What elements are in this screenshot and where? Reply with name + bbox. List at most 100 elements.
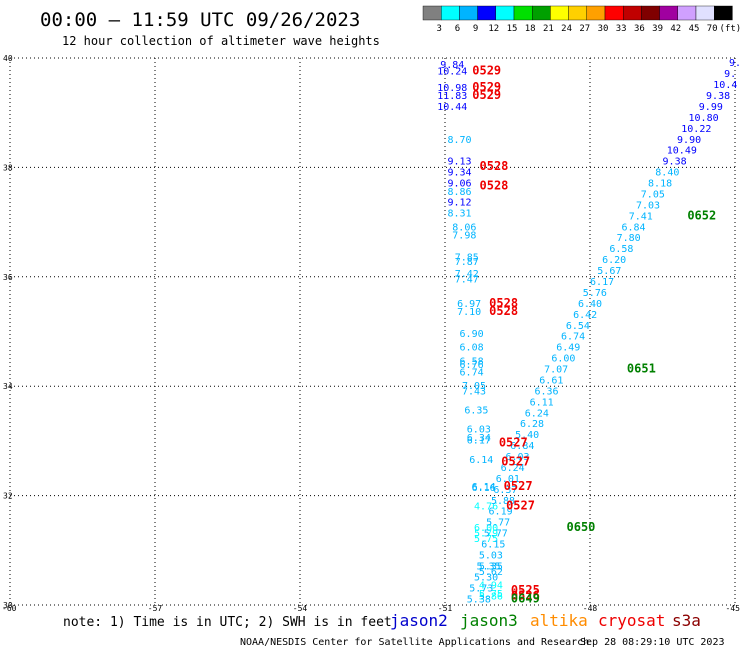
wave-height-label: 5.67 bbox=[597, 266, 621, 277]
satellite-legend: jason2 jason3 altika cryosat s3a bbox=[390, 611, 701, 630]
colorbar-label: (ft) bbox=[720, 24, 740, 34]
colorbar-swatch bbox=[641, 5, 660, 21]
wave-height-label: 9.38 bbox=[663, 157, 687, 168]
colorbar-swatch bbox=[532, 5, 551, 21]
wave-height-label: 10.22 bbox=[681, 124, 711, 135]
colorbar-label: 6 bbox=[455, 24, 460, 34]
wave-height-label: 5.76 bbox=[583, 288, 607, 299]
pass-time-label: 0651 bbox=[627, 362, 656, 376]
wave-height-label: 6.17 bbox=[590, 277, 614, 288]
wave-height-label: 6.35 bbox=[464, 406, 488, 417]
wave-height-label: 8.31 bbox=[447, 209, 471, 220]
wave-height-label: 6.36 bbox=[534, 386, 558, 397]
y-tick-label: 30 bbox=[3, 601, 13, 610]
wave-height-label: 6.15 bbox=[481, 540, 505, 551]
wave-height-label: 6.14 bbox=[472, 482, 496, 493]
wave-height-label: 9.84 bbox=[440, 60, 464, 71]
pass-time-label: 0529 bbox=[472, 80, 501, 94]
wave-height-label: 6.28 bbox=[520, 419, 544, 430]
wave-height-label: 7.87 bbox=[455, 257, 479, 268]
colorbar-swatch bbox=[677, 5, 697, 21]
wave-height-label: 7.85 bbox=[455, 252, 479, 263]
wave-height-label: 9.99 bbox=[699, 102, 723, 113]
wave-height-label: 9.13 bbox=[447, 157, 471, 168]
wave-height-label: 9.38 bbox=[706, 91, 730, 102]
footer-credit: NOAA/NESDIS Center for Satellite Applica… bbox=[240, 637, 589, 648]
wave-height-label: 9. bbox=[729, 58, 740, 69]
pass-time-label: 0649 bbox=[511, 591, 540, 605]
wave-height-label: 6.17 bbox=[467, 436, 491, 447]
wave-height-label: 6.00 bbox=[551, 354, 575, 365]
wave-height-label: 6.03 bbox=[505, 452, 529, 463]
pass-time-labels: 0529052905290528052805280528052705270527… bbox=[472, 63, 716, 605]
wave-height-label: 6.20 bbox=[602, 255, 626, 266]
wave-height-label: 7.80 bbox=[617, 233, 641, 244]
wave-height-label: 7.05 bbox=[462, 381, 486, 392]
wave-height-label: 9.12 bbox=[447, 198, 471, 209]
pass-time-label: 0528 bbox=[480, 178, 509, 192]
wave-height-label: 6.97 bbox=[457, 299, 481, 310]
colorbar-swatch bbox=[623, 5, 642, 21]
wave-height-label: 5.77 bbox=[486, 518, 510, 529]
colorbar-label: 70 bbox=[707, 24, 718, 34]
colorbar-label: 3 bbox=[436, 24, 441, 34]
x-tick-label: -60 bbox=[2, 604, 17, 613]
wave-height-label: 8.70 bbox=[447, 135, 471, 146]
colorbar-swatch bbox=[441, 5, 460, 21]
wave-height-label: 10.24 bbox=[437, 66, 467, 77]
wave-height-label: 8.40 bbox=[655, 168, 679, 179]
pass-time-label: 0527 bbox=[504, 479, 533, 493]
colorbar-swatch bbox=[550, 5, 569, 21]
wave-height-label: 6.49 bbox=[556, 343, 580, 354]
wave-height-label: 6.74 bbox=[561, 332, 585, 343]
chart-subtitle: 12 hour collection of altimeter wave hei… bbox=[62, 34, 380, 48]
grid bbox=[9, 57, 736, 606]
pass-time-label: 0529 bbox=[472, 88, 501, 102]
wave-height-label: 5.62 bbox=[479, 567, 503, 578]
wave-height-label: 8.18 bbox=[648, 179, 672, 190]
pass-time-label: 0527 bbox=[499, 435, 528, 449]
y-tick-label: 40 bbox=[3, 54, 13, 63]
wave-height-label: 6.00 bbox=[474, 523, 498, 534]
wave-height-label: 6.19 bbox=[489, 507, 513, 518]
footer-timestamp: Sep 28 08:29:10 UTC 2023 bbox=[580, 637, 725, 648]
wave-height-label: 5.77 bbox=[484, 529, 508, 540]
wave-height-label: 6.03 bbox=[467, 425, 491, 436]
pass-time-label: 0529 bbox=[472, 63, 501, 77]
pass-time-label: 0528 bbox=[489, 296, 518, 310]
wave-height-label: 10.4 bbox=[713, 80, 737, 91]
wave-height-label: 6.37 bbox=[493, 485, 517, 496]
colorbar-swatch bbox=[695, 5, 715, 21]
wave-height-label: 6.58 bbox=[460, 356, 484, 367]
colorbar-swatch bbox=[659, 5, 678, 21]
wave-height-label: 4.94 bbox=[479, 581, 503, 592]
wave-height-label: 6.58 bbox=[609, 244, 633, 255]
wave-height-label: 7.42 bbox=[455, 269, 479, 280]
x-tick-label: -45 bbox=[726, 604, 740, 613]
wave-height-label: 4.76 bbox=[474, 501, 498, 512]
wave-height-label: 6.14 bbox=[469, 455, 493, 466]
colorbar-label: 24 bbox=[561, 24, 572, 34]
colorbar-label: 33 bbox=[616, 24, 627, 34]
pass-time-label: 0652 bbox=[687, 208, 716, 222]
wave-height-label: 10.49 bbox=[667, 146, 697, 157]
y-tick-label: 38 bbox=[3, 163, 13, 172]
colorbar-swatch bbox=[513, 5, 533, 21]
satellite-name: cryosat bbox=[598, 611, 665, 630]
colorbar-label: 18 bbox=[525, 24, 536, 34]
pass-time-label: 0528 bbox=[480, 159, 509, 173]
wave-height-label: 7.98 bbox=[452, 231, 476, 242]
wave-height-label: 7.43 bbox=[462, 386, 486, 397]
x-tick-label: -57 bbox=[148, 604, 163, 613]
wave-height-label: 6.54 bbox=[566, 321, 590, 332]
colorbar-swatch bbox=[495, 5, 515, 21]
satellite-name: altika bbox=[530, 611, 588, 630]
wave-height-label: 5.38 bbox=[467, 594, 491, 605]
colorbar-swatch bbox=[477, 5, 497, 21]
pass-time-label: 0528 bbox=[489, 304, 518, 318]
x-tick-label: -54 bbox=[293, 604, 308, 613]
wave-height-label: 6.84 bbox=[510, 441, 534, 452]
wave-height-label: 6.11 bbox=[530, 397, 554, 408]
wave-height-label: 9.90 bbox=[677, 135, 701, 146]
